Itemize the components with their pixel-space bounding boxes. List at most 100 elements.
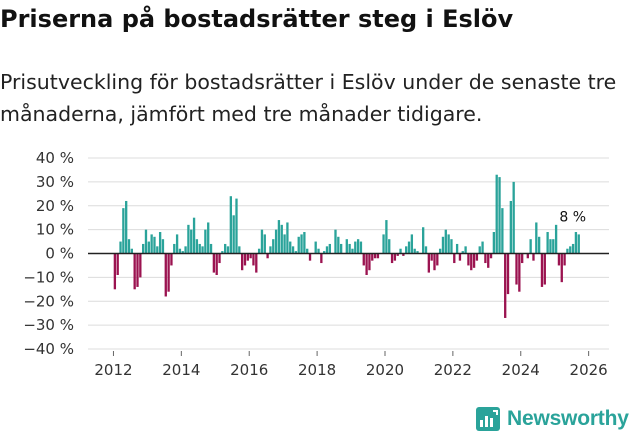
bar xyxy=(368,253,371,271)
bar xyxy=(481,241,484,254)
bar xyxy=(195,239,199,254)
bar xyxy=(178,248,182,254)
bar xyxy=(537,236,541,254)
bar xyxy=(373,253,377,259)
y-tick-label: 40 % xyxy=(36,149,74,167)
x-tick-label: 2012 xyxy=(94,361,132,379)
bar xyxy=(453,253,456,264)
bar xyxy=(549,239,552,254)
bar xyxy=(396,253,399,256)
bar xyxy=(441,236,445,254)
bar xyxy=(139,253,142,278)
bar xyxy=(413,248,416,254)
x-tick-label: 2026 xyxy=(570,361,608,379)
bar xyxy=(557,253,561,266)
bar xyxy=(410,234,414,254)
y-tick-label: 0 % xyxy=(45,245,74,263)
brand-logo: Newsworthy xyxy=(476,407,629,431)
bar xyxy=(269,246,272,254)
y-tick-label: 20 % xyxy=(36,197,74,215)
bar xyxy=(218,253,221,264)
bar xyxy=(436,253,439,266)
bar xyxy=(334,229,337,254)
bar xyxy=(280,224,283,254)
bar xyxy=(467,253,470,266)
chart-subtitle: Prisutveckling för bostadsrätter i Eslöv… xyxy=(0,70,617,126)
bar xyxy=(116,253,119,275)
y-tick-label: −40 % xyxy=(23,340,74,358)
bar xyxy=(543,253,546,285)
bar xyxy=(512,181,515,254)
bar xyxy=(181,251,184,254)
bar xyxy=(317,248,320,254)
bar xyxy=(470,253,473,271)
bar xyxy=(297,236,300,254)
bar xyxy=(563,253,566,266)
bar xyxy=(187,224,190,254)
bar xyxy=(339,243,343,254)
bar xyxy=(212,253,216,273)
bar xyxy=(263,234,266,254)
bar xyxy=(240,253,244,271)
bar xyxy=(207,222,210,254)
bar xyxy=(577,234,580,254)
bar xyxy=(504,253,507,318)
bar xyxy=(198,243,201,254)
bar xyxy=(243,253,247,266)
bar xyxy=(359,241,363,254)
bar xyxy=(161,239,165,254)
bar xyxy=(173,243,176,254)
bar xyxy=(122,208,125,254)
bar xyxy=(478,246,481,254)
bars xyxy=(113,174,580,318)
bar xyxy=(272,239,275,254)
bar xyxy=(489,253,493,259)
x-tick-label: 2018 xyxy=(298,361,336,379)
bar xyxy=(402,253,405,256)
bar xyxy=(144,229,148,254)
bar xyxy=(427,253,430,273)
bar xyxy=(385,220,388,254)
bar xyxy=(209,243,213,254)
bar xyxy=(167,253,170,292)
bar xyxy=(308,253,312,261)
bar xyxy=(246,253,249,261)
bar xyxy=(447,234,450,254)
bar-chart: 40 %30 %20 %10 %0 %−10 %−20 %−30 %−40 % … xyxy=(23,149,609,379)
bar xyxy=(501,208,504,254)
bar xyxy=(147,241,150,254)
bar xyxy=(532,253,535,261)
bar xyxy=(464,246,467,254)
y-axis-labels: 40 % 30 % 20 % 10 % 0 % −10 % −20 % −30 % −40 % xyxy=(23,149,74,358)
y-tick-label: 30 % xyxy=(36,173,74,191)
bar xyxy=(283,234,286,254)
bar xyxy=(300,234,303,254)
bar xyxy=(325,246,329,254)
y-tick-label: 10 % xyxy=(36,221,74,239)
bar xyxy=(314,241,317,254)
bar xyxy=(521,253,524,264)
bar xyxy=(354,241,357,254)
bar xyxy=(142,243,145,254)
bar xyxy=(362,253,365,266)
bar xyxy=(356,239,360,254)
bar xyxy=(201,246,204,254)
y-tick-label: −10 % xyxy=(23,268,74,286)
bar xyxy=(518,253,521,292)
bar xyxy=(571,243,575,254)
bar xyxy=(232,215,235,254)
bar xyxy=(150,234,153,254)
bar xyxy=(574,232,578,254)
bar xyxy=(119,241,122,254)
gridlines xyxy=(88,157,609,350)
bar xyxy=(498,177,501,254)
bar xyxy=(348,243,351,254)
bar xyxy=(526,253,529,259)
bar xyxy=(535,222,538,254)
bar xyxy=(509,200,513,254)
bar xyxy=(515,253,518,285)
bar xyxy=(286,222,289,254)
bar xyxy=(529,239,532,254)
x-tick-label: 2022 xyxy=(434,361,472,379)
bar xyxy=(184,246,187,254)
